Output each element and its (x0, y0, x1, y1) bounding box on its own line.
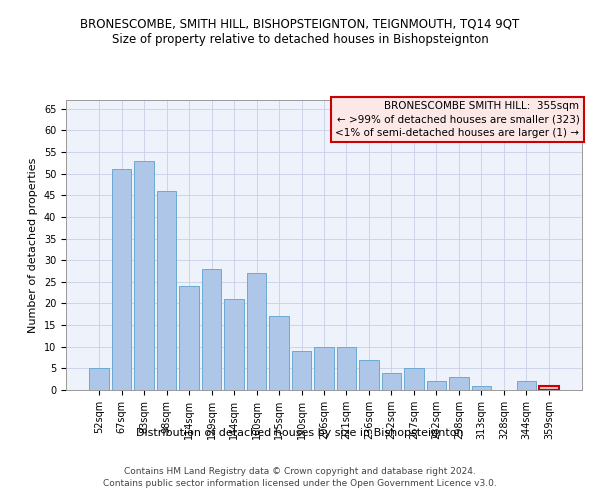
Bar (157, 191, 176, 390)
Bar (337, 346, 356, 390)
Bar (269, 316, 289, 390)
Bar (382, 372, 401, 390)
Bar (314, 346, 334, 390)
Bar (202, 269, 221, 390)
Text: Contains HM Land Registry data © Crown copyright and database right 2024.
Contai: Contains HM Land Registry data © Crown c… (103, 466, 497, 487)
Bar (404, 368, 424, 390)
Text: Size of property relative to detached houses in Bishopsteignton: Size of property relative to detached ho… (112, 32, 488, 46)
Bar (112, 170, 131, 390)
Bar (359, 360, 379, 390)
Bar (179, 286, 199, 390)
Bar (247, 273, 266, 390)
Bar (292, 351, 311, 390)
Bar (224, 299, 244, 390)
Text: Distribution of detached houses by size in Bishopsteignton: Distribution of detached houses by size … (136, 428, 464, 438)
Text: BRONESCOMBE SMITH HILL:  355sqm
← >99% of detached houses are smaller (323)
<1% : BRONESCOMBE SMITH HILL: 355sqm ← >99% of… (335, 102, 580, 138)
Y-axis label: Number of detached properties: Number of detached properties (28, 158, 38, 332)
Text: BRONESCOMBE, SMITH HILL, BISHOPSTEIGNTON, TEIGNMOUTH, TQ14 9QT: BRONESCOMBE, SMITH HILL, BISHOPSTEIGNTON… (80, 18, 520, 30)
Bar (89, 368, 109, 390)
Bar (539, 386, 559, 390)
Bar (449, 377, 469, 390)
Bar (472, 386, 491, 390)
Bar (517, 382, 536, 390)
Bar (134, 160, 154, 390)
Bar (427, 382, 446, 390)
